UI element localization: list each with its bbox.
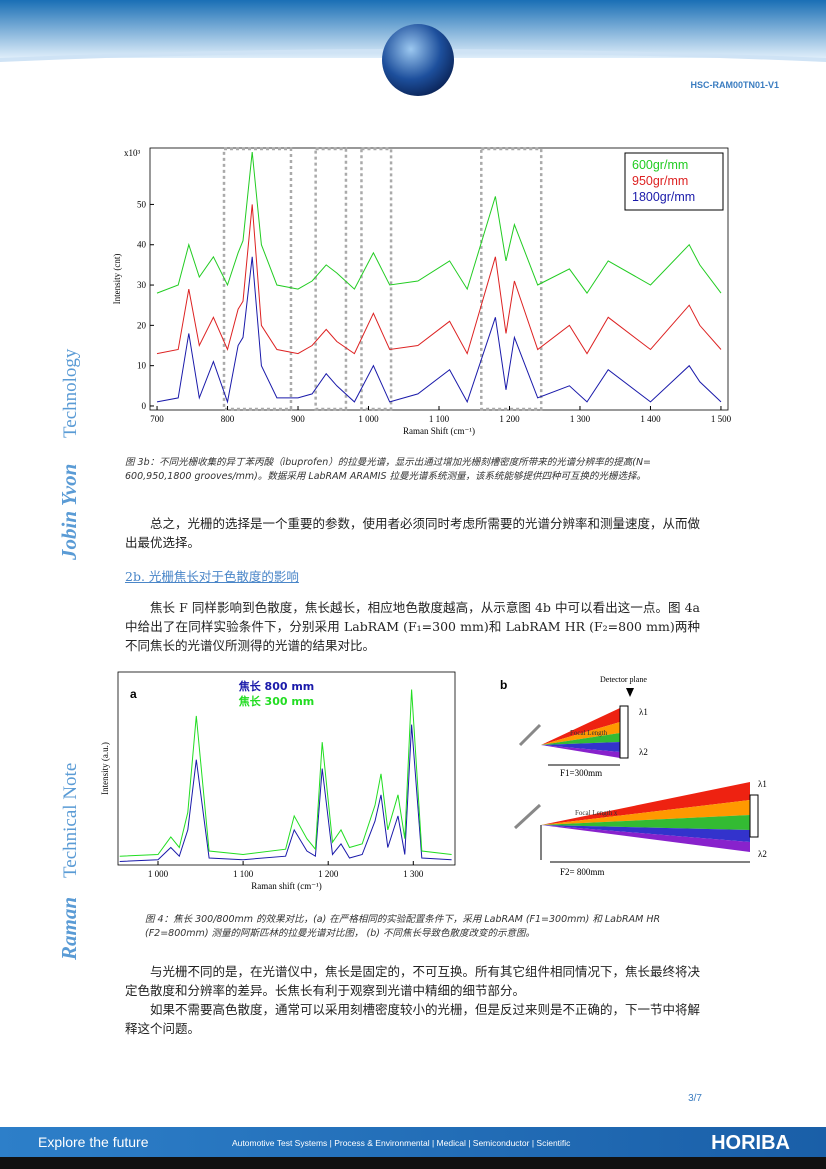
header-curve	[0, 49, 826, 62]
series-line	[156, 256, 722, 404]
highlight-box	[480, 147, 543, 411]
x-tick-label: 1 200	[499, 414, 520, 424]
x-tick-label: 1 500	[711, 414, 732, 424]
x-tick-label: 1 100	[429, 414, 450, 424]
panel-label: b	[500, 678, 507, 692]
caption: 图 3b：不同光栅收集的异丁苯丙酸（ibuprofen）的拉曼光谱，显示出通过增…	[125, 457, 652, 482]
x-axis-label: Raman Shift (cm⁻¹)	[403, 426, 475, 436]
footer-slogan: Explore the future	[38, 1134, 149, 1150]
detector-label: Detector plane	[600, 675, 647, 684]
legend-entry: 1800gr/mm	[632, 190, 695, 204]
y-multiplier: x10³	[124, 148, 141, 158]
legend-entry: 600gr/mm	[632, 158, 688, 172]
beam	[541, 742, 620, 752]
footer-sectors: Automotive Test Systems | Process & Envi…	[232, 1138, 571, 1148]
lambda2: λ2	[758, 849, 767, 859]
beam	[541, 782, 750, 825]
paragraph: 总之，光栅的选择是一个重要的参数，使用者必须同时考虑所需要的光谱分辨率和测量速度…	[125, 516, 701, 550]
beam	[541, 722, 620, 745]
x-tick-label: 1 200	[318, 869, 339, 879]
highlight-box	[360, 147, 393, 411]
legend-box	[624, 152, 724, 211]
grating	[518, 723, 542, 747]
f1-label: F1=300mm	[560, 768, 602, 778]
x-axis-label: Raman shift (cm⁻¹)	[251, 881, 321, 891]
y-tick-label: 0	[142, 401, 147, 411]
detector	[619, 705, 629, 759]
lambda1: λ1	[639, 707, 648, 717]
brand-bold: Jobin Yvon	[57, 464, 81, 561]
x-tick-label: 1 000	[148, 869, 169, 879]
legend-entry: 焦长 300 mm	[238, 694, 315, 708]
x-tick-label: 1 100	[233, 869, 254, 879]
paragraph: 与光栅不同的是，在光谱仪中，焦长是固定的，不可互换。所有其它组件相同情况下，焦长…	[125, 964, 701, 998]
brand-light: Technology	[60, 348, 81, 438]
globe	[382, 24, 454, 96]
legend-entry: 焦长 800 mm	[238, 679, 315, 693]
y-tick-label: 50	[137, 199, 147, 209]
series-line	[156, 151, 722, 294]
footer-logo: HORIBA	[711, 1132, 790, 1154]
focal-label: Focal Length x	[575, 809, 618, 817]
page-number: 3/7	[688, 1093, 702, 1104]
x-tick-label: 1 300	[570, 414, 591, 424]
grating	[513, 803, 542, 830]
beam	[541, 745, 620, 758]
y-axis-label: Intensity (cnt)	[112, 254, 122, 305]
y-tick-label: 40	[137, 240, 147, 250]
beam	[541, 733, 620, 745]
f2-label: F2= 800mm	[560, 867, 604, 877]
caption: 图 4：焦长 300/800mm 的效果对比，(a) 在严格相同的实验配置条件下…	[145, 914, 661, 939]
footer-band	[0, 1127, 826, 1157]
beam	[541, 825, 750, 852]
lambda1: λ1	[758, 779, 767, 789]
detector	[749, 794, 759, 838]
x-tick-label: 1 300	[403, 869, 424, 879]
heading: 2b. 光栅焦长对于色散度的影响	[125, 569, 299, 584]
highlight-box	[314, 147, 348, 411]
beam	[541, 800, 750, 825]
diagram-4b: b Detector plane Focal Length λ1 λ2 F1=3…	[500, 675, 767, 877]
paragraph: 焦长 F 同样影响到色散度，焦长越长，相应地色散度越高，从示意图 4b 中可以看…	[125, 600, 700, 653]
note-bold: Raman	[57, 897, 81, 961]
x-tick-label: 800	[221, 414, 235, 424]
series-line	[119, 689, 452, 857]
series-line	[156, 204, 722, 355]
plot-frame	[117, 671, 456, 866]
arrow	[626, 688, 634, 697]
y-tick-label: 10	[137, 361, 147, 371]
footer-strip	[0, 1157, 826, 1169]
y-tick-label: 30	[137, 280, 147, 290]
focal-label: Focal Length	[570, 729, 608, 737]
x-tick-label: 1 400	[640, 414, 661, 424]
legend-entry: 950gr/mm	[632, 174, 688, 188]
doc-code: HSC-RAM00TN01-V1	[690, 80, 779, 90]
series-line	[119, 724, 452, 862]
x-tick-label: 1 000	[358, 414, 379, 424]
paragraph: 如果不需要高色散度，通常可以采用刻槽密度较小的光栅，但是反过来则是不正确的，下一…	[125, 1002, 701, 1036]
x-tick-label: 900	[291, 414, 305, 424]
x-tick-label: 700	[150, 414, 164, 424]
y-axis-label: Intensity (a.u.)	[100, 742, 110, 795]
lambda2: λ2	[639, 747, 648, 757]
y-tick-label: 20	[137, 320, 147, 330]
panel-label: a	[130, 687, 137, 701]
beam	[541, 708, 620, 745]
note-light: Technical Note	[60, 763, 81, 878]
